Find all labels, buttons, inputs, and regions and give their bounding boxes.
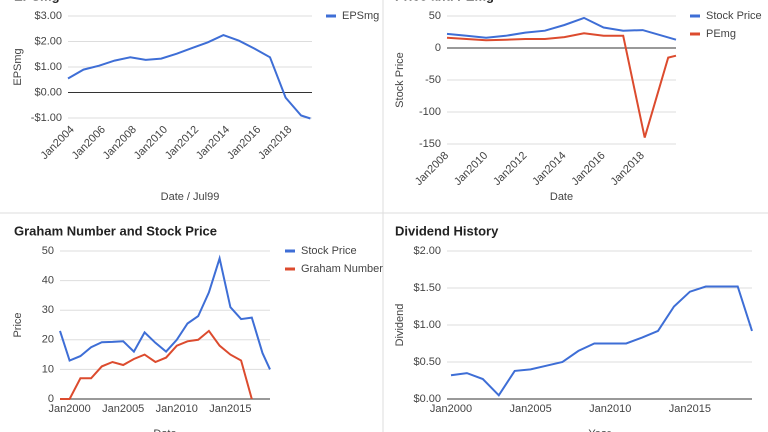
x-axis-title: Date / Jul99 (161, 191, 220, 203)
series-line (446, 16, 677, 41)
chart-title: EPSmg (14, 0, 60, 3)
legend-label: EPSmg (342, 10, 379, 22)
y-tick-label: $0.00 (34, 86, 62, 98)
y-tick-label: 40 (42, 275, 54, 287)
y-axis-title: Stock Price (394, 52, 406, 108)
legend-label: Stock Price (301, 245, 357, 257)
y-tick-label: 50 (429, 10, 441, 22)
series-line (450, 285, 753, 397)
y-tick-label: $2.00 (413, 245, 441, 257)
legend-label: Graham Number (301, 263, 383, 275)
legend-label: PEmg (706, 28, 736, 40)
y-tick-label: -150 (419, 138, 441, 150)
y-tick-label: $2.00 (34, 35, 62, 47)
y-tick-label: $1.00 (413, 319, 441, 331)
series-line (60, 329, 253, 400)
x-tick-label: Jan2015 (669, 403, 711, 415)
x-tick-label: Jan2005 (510, 403, 552, 415)
x-tick-label: Jan2005 (102, 403, 144, 415)
series-line (67, 34, 311, 120)
x-tick-label: Jan2000 (49, 403, 91, 415)
x-axis-title: Date (153, 428, 176, 432)
y-tick-label: -100 (419, 106, 441, 118)
y-tick-label: -50 (425, 74, 441, 86)
chart-title: Price and PEmg (395, 0, 494, 3)
y-axis-title: EPSmg (12, 48, 24, 85)
y-tick-label: 0 (48, 393, 54, 405)
y-tick-label: -$1.00 (31, 112, 62, 124)
series-line (59, 254, 271, 370)
y-tick-label: $3.00 (34, 10, 62, 22)
x-axis-title: Date (550, 191, 573, 203)
y-tick-label: $0.50 (413, 356, 441, 368)
y-tick-label: $1.00 (34, 61, 62, 73)
legend-label: Stock Price (706, 10, 762, 22)
x-tick-label: Jan2010 (589, 403, 631, 415)
x-tick-label: Jan2010 (156, 403, 198, 415)
y-tick-label: 10 (42, 363, 54, 375)
y-tick-label: $0.00 (413, 393, 441, 405)
y-tick-label: 0 (435, 42, 441, 54)
y-axis-title: Price (12, 312, 24, 337)
x-tick-label: Jan2000 (430, 403, 472, 415)
chart-title: Dividend History (395, 223, 499, 238)
y-tick-label: 50 (42, 245, 54, 257)
y-tick-label: 30 (42, 304, 54, 316)
y-tick-label: $1.50 (413, 282, 441, 294)
x-axis-title: Year (588, 428, 611, 432)
y-axis-title: Dividend (394, 304, 406, 347)
y-tick-label: 20 (42, 334, 54, 346)
series-line (446, 32, 677, 138)
x-tick-label: Jan2015 (209, 403, 251, 415)
chart-title: Graham Number and Stock Price (14, 223, 217, 238)
